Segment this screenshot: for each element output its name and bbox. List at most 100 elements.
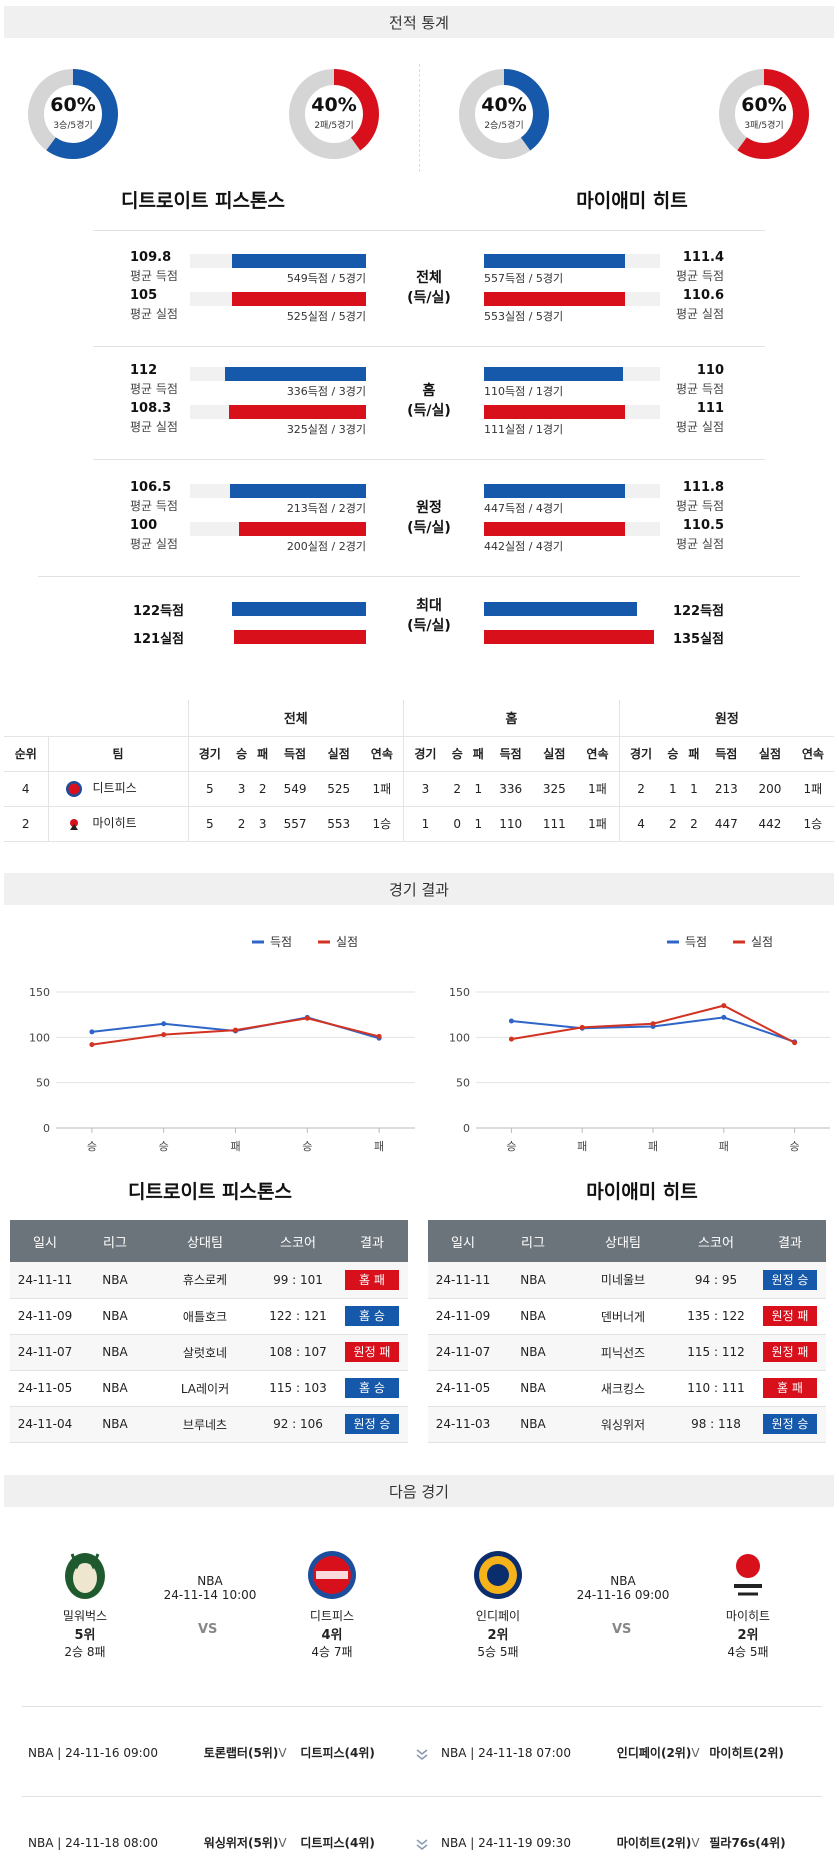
x-tick-label: 패 xyxy=(648,1140,658,1153)
donut-arc xyxy=(719,69,809,159)
group-label-main: 전체 xyxy=(416,270,442,286)
col-header: 상대팀 xyxy=(568,1220,678,1262)
table-row[interactable]: 24-11-03 NBA 워싱위저 98 : 118 원정 승 xyxy=(428,1406,826,1443)
upcoming-match[interactable]: NBA | 24-11-16 09:00 토론랩터(5위)V 디트피스(4위) xyxy=(28,1744,375,1761)
col-header: 패 xyxy=(467,736,489,772)
right-allow-label: 평균 실점 xyxy=(676,420,724,434)
stat-cell: 5 xyxy=(187,771,232,807)
x-tick-label: 패 xyxy=(719,1140,729,1153)
section-title: 경기 결과 xyxy=(389,880,449,899)
table-row[interactable]: 24-11-07 NBA 살럿호네 108 : 107 원정 패 xyxy=(10,1334,408,1371)
game-result-cell: 원정 승 xyxy=(754,1406,826,1443)
next-team-away[interactable]: 디트피스 4위 4승 7패 xyxy=(287,1607,377,1660)
table-row[interactable]: 24-11-04 NBA 브루네츠 92 : 106 원정 승 xyxy=(10,1406,408,1443)
upcoming-match[interactable]: NBA | 24-11-19 09:30 마이히트(2위)V 필라76s(4위) xyxy=(441,1834,786,1851)
stat-cell: 1패 xyxy=(576,806,620,842)
table-row[interactable]: 24-11-11 NBA 미네울브 94 : 95 원정 승 xyxy=(428,1262,826,1299)
table-row[interactable]: 24-11-09 NBA 애틀호크 122 : 121 홈 승 xyxy=(10,1298,408,1335)
right-score-caption: 447득점 / 4경기 xyxy=(484,502,564,515)
col-header: 연속 xyxy=(360,736,404,772)
donut-left-loss: 40% 2패/5경기 xyxy=(288,68,380,160)
table-row: 2 마이히트 5 2 3 557 553 1승 1 0 1 110 111 1패 4 2 2 447 442 1승 xyxy=(4,806,834,842)
vs-mark: V xyxy=(691,1746,700,1760)
left-score-label: 평균 득점 xyxy=(130,382,178,396)
left-score-caption: 213득점 / 2경기 xyxy=(286,502,366,515)
table-row[interactable]: 24-11-05 NBA 새크킹스 110 : 111 홈 패 xyxy=(428,1370,826,1407)
team-cell: 마이히트 xyxy=(47,806,188,842)
game-score: 108 : 107 xyxy=(260,1334,336,1371)
result-badge: 홈 승 xyxy=(345,1306,399,1326)
team-rank: 2위 xyxy=(487,1628,509,1643)
chevron-down-icon xyxy=(416,1839,428,1851)
col-team: 팀 xyxy=(47,736,188,772)
table-row[interactable]: 24-11-11 NBA 휴스로케 99 : 101 홈 패 xyxy=(10,1262,408,1299)
max-right-score: 122득점 xyxy=(672,604,724,619)
x-tick-label: 승 xyxy=(506,1140,516,1153)
pistons-logo-icon xyxy=(308,1551,356,1599)
y-tick-label: 0 xyxy=(43,1122,50,1135)
upcoming-info: NBA | 24-11-18 08:00 xyxy=(28,1836,158,1850)
line-chart-right: 0 50 100 150 승 패 패 패 승 득점 실점 xyxy=(449,935,830,1153)
bar-track xyxy=(190,405,366,419)
team-name: 마이히트 xyxy=(92,816,137,831)
left-allow-bar xyxy=(239,522,366,536)
bar-track xyxy=(484,292,660,306)
legend-label[interactable]: 득점 xyxy=(270,935,292,949)
upcoming-match[interactable]: NBA | 24-11-18 07:00 인디페이(2위)V 마이히트(2위) xyxy=(441,1744,784,1761)
right-score-value: 111.4 xyxy=(682,250,724,265)
rank-cell: 4 xyxy=(4,771,48,807)
stat-cell: 4 xyxy=(618,806,663,842)
donut-right-loss: 60% 3패/5경기 xyxy=(718,68,810,160)
game-score: 110 : 111 xyxy=(678,1370,754,1407)
stat-cell: 1 xyxy=(403,806,447,842)
left-allow-bar xyxy=(232,292,366,306)
col-header: 스코어 xyxy=(678,1220,754,1262)
donut-left-win: 60% 3승/5경기 xyxy=(27,68,119,160)
game-score: 92 : 106 xyxy=(260,1406,336,1443)
max-left-allow: 121실점 xyxy=(132,632,184,647)
table-row[interactable]: 24-11-09 NBA 덴버너게 135 : 122 원정 패 xyxy=(428,1298,826,1335)
next-team-home[interactable]: 밀워벅스 5위 2승 8패 xyxy=(40,1607,130,1660)
stat-cell: 2 xyxy=(252,771,274,807)
line-chart-left: 0 50 100 150 승 승 패 승 패 득점 실점 xyxy=(29,935,415,1153)
legend-label[interactable]: 득점 xyxy=(685,935,707,949)
game-league: NBA xyxy=(498,1298,568,1335)
group-label: 원정 (득/실) xyxy=(389,498,469,538)
table-row[interactable]: 24-11-05 NBA LA레이커 115 : 103 홈 승 xyxy=(10,1370,408,1407)
upcoming-match[interactable]: NBA | 24-11-18 08:00 워싱위저(5위)V 디트피스(4위) xyxy=(28,1834,375,1851)
group-label-main: 최대 xyxy=(416,598,442,614)
right-score-caption: 557득점 / 5경기 xyxy=(484,272,564,285)
col-header: 일시 xyxy=(428,1220,498,1262)
col-header: 실점 xyxy=(532,736,577,772)
col-header: 리그 xyxy=(498,1220,568,1262)
result-badge: 홈 승 xyxy=(345,1378,399,1398)
game-opponent: 미네울브 xyxy=(568,1262,678,1299)
game-score: 94 : 95 xyxy=(678,1262,754,1299)
right-score-label: 평균 득점 xyxy=(676,499,724,513)
game-opponent: 덴버너게 xyxy=(568,1298,678,1335)
left-allow-label: 평균 실점 xyxy=(130,420,178,434)
left-allow-value: 105 xyxy=(130,288,158,303)
stat-cell: 1패 xyxy=(360,771,404,807)
table-row[interactable]: 24-11-07 NBA 피닉선즈 115 : 112 원정 패 xyxy=(428,1334,826,1371)
next-team-away[interactable]: 마이히트 2위 4승 5패 xyxy=(703,1607,793,1660)
game-date: 24-11-07 xyxy=(10,1334,80,1371)
pistons-logo-icon xyxy=(65,780,82,797)
left-allow-caption: 325실점 / 3경기 xyxy=(286,423,366,436)
next-team-home[interactable]: 인디페이 2위 5승 5패 xyxy=(453,1607,543,1660)
left-allow-label: 평균 실점 xyxy=(130,537,178,551)
right-score-bar xyxy=(484,367,623,381)
chevron-down-icon xyxy=(416,1749,428,1761)
legend-label[interactable]: 실점 xyxy=(751,935,773,949)
stat-cell: 2 xyxy=(683,806,705,842)
y-tick-label: 150 xyxy=(449,986,470,999)
bar-track xyxy=(484,484,660,498)
game-date: 24-11-04 xyxy=(10,1406,80,1443)
donut-arc xyxy=(289,69,379,159)
col-header: 패 xyxy=(683,736,705,772)
donut-arc xyxy=(28,69,118,159)
game-result-cell: 홈 패 xyxy=(754,1370,826,1407)
upcoming-team-b: 마이히트(2위) xyxy=(709,1746,784,1760)
vs-label: VS xyxy=(612,1622,632,1637)
legend-label[interactable]: 실점 xyxy=(336,935,358,949)
